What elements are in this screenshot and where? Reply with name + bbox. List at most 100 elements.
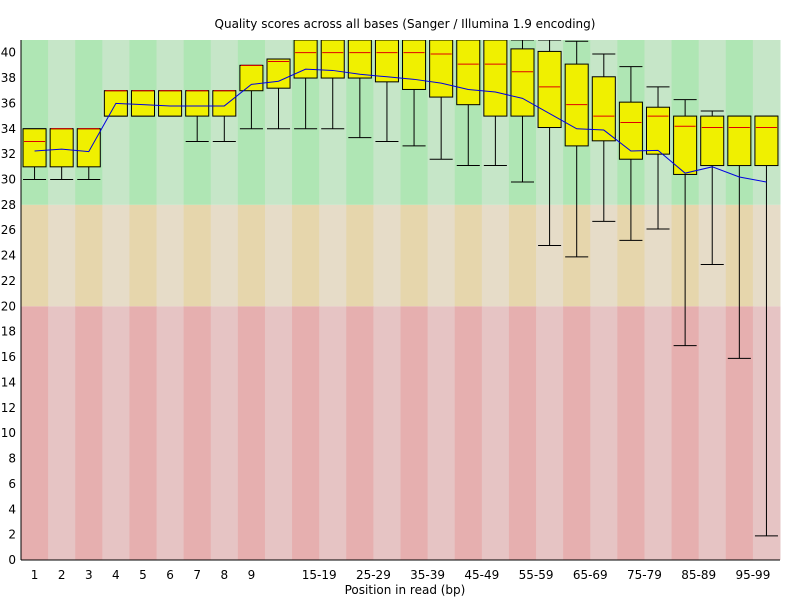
- box-marks: [22, 39, 779, 537]
- x-tick-label: 6: [166, 568, 174, 582]
- zone-band: [129, 204, 158, 307]
- zone-band: [21, 306, 49, 560]
- iqr-box: [673, 115, 698, 175]
- iqr-box: [402, 39, 427, 90]
- iqr-box: [483, 39, 508, 117]
- zone-band: [536, 306, 564, 560]
- zone-band: [48, 40, 76, 205]
- zone-band: [481, 306, 510, 560]
- y-tick-label: 24: [1, 249, 16, 263]
- x-tick-label: 15-19: [302, 568, 337, 582]
- zone-band: [292, 306, 320, 560]
- x-tick-label: 8: [220, 568, 228, 582]
- y-tick-label: 38: [1, 71, 16, 85]
- x-tick-label: 5: [139, 568, 147, 582]
- iqr-box: [212, 90, 237, 117]
- zone-band: [617, 306, 645, 560]
- y-tick-label: 6: [8, 477, 16, 491]
- iqr-box: [700, 115, 725, 167]
- zone-band: [102, 40, 130, 205]
- iqr-box: [239, 64, 264, 92]
- zone-band: [400, 204, 429, 307]
- iqr-box: [185, 90, 210, 117]
- iqr-box: [456, 39, 481, 106]
- y-tick-label: 36: [1, 96, 16, 110]
- y-tick-label: 2: [8, 528, 16, 542]
- zone-band: [75, 40, 103, 205]
- zone-band: [454, 204, 483, 307]
- zone-band: [373, 204, 401, 307]
- y-tick-label: 20: [1, 299, 16, 313]
- y-tick-label: 34: [1, 122, 16, 136]
- zone-band: [481, 204, 510, 307]
- zone-band: [183, 306, 212, 560]
- y-tick-label: 4: [8, 502, 16, 516]
- zone-band: [75, 306, 103, 560]
- y-tick-label: 14: [1, 375, 16, 389]
- zone-band: [644, 306, 673, 560]
- iqr-box: [158, 90, 183, 117]
- zone-band: [210, 204, 239, 307]
- x-tick-label: 45-49: [464, 568, 499, 582]
- iqr-box: [130, 90, 156, 117]
- iqr-box: [266, 58, 291, 89]
- x-tick-label: 9: [248, 568, 256, 582]
- x-tick-label: 2: [58, 568, 66, 582]
- y-tick-label: 0: [8, 553, 16, 567]
- x-tick-label: 25-29: [356, 568, 391, 582]
- iqr-box: [49, 128, 74, 168]
- x-tick-label: 3: [85, 568, 93, 582]
- x-tick-label: 95-99: [735, 568, 770, 582]
- zone-band: [373, 306, 401, 560]
- zone-band: [183, 204, 212, 307]
- iqr-box: [754, 115, 779, 167]
- y-tick-label: 26: [1, 223, 16, 237]
- mean-line: [34, 68, 767, 183]
- y-tick-label: 10: [1, 426, 16, 440]
- iqr-box: [591, 76, 616, 142]
- zone-band: [346, 204, 374, 307]
- iqr-box: [76, 128, 101, 168]
- zone-band: [346, 306, 374, 560]
- zone-band: [400, 306, 429, 560]
- iqr-box: [645, 106, 671, 155]
- zone-band: [156, 204, 185, 307]
- zone-band: [75, 204, 103, 307]
- zone-band: [102, 306, 130, 560]
- x-tick-label: 1: [31, 568, 39, 582]
- zone-band: [427, 204, 456, 307]
- chart-title: Quality scores across all bases (Sanger …: [215, 17, 596, 31]
- x-tick-label: 65-69: [573, 568, 608, 582]
- x-axis-label: Position in read (bp): [345, 583, 466, 597]
- zone-band: [237, 306, 266, 560]
- zone-band: [508, 306, 537, 560]
- y-tick-label: 8: [8, 452, 16, 466]
- y-tick-label: 12: [1, 401, 16, 415]
- y-tick-label: 16: [1, 350, 16, 364]
- iqr-box: [537, 50, 562, 129]
- zone-band: [210, 306, 239, 560]
- y-tick-label: 18: [1, 325, 16, 339]
- zone-band: [102, 204, 130, 307]
- x-tick-label: 85-89: [681, 568, 716, 582]
- iqr-box: [510, 48, 535, 117]
- zone-band: [21, 40, 49, 205]
- zone-band: [237, 204, 266, 307]
- y-tick-label: 40: [1, 46, 16, 60]
- iqr-box: [618, 101, 643, 160]
- iqr-box: [429, 39, 454, 98]
- zone-band: [698, 306, 727, 560]
- zone-band: [508, 204, 537, 307]
- x-tick-label: 75-79: [627, 568, 662, 582]
- iqr-box: [22, 128, 47, 168]
- zone-band: [264, 306, 293, 560]
- y-tick-label: 30: [1, 173, 16, 187]
- iqr-box: [727, 115, 752, 167]
- x-tick-label: 35-39: [410, 568, 445, 582]
- zone-band: [319, 204, 347, 307]
- zone-band: [21, 204, 49, 307]
- top-mask: [21, 0, 780, 40]
- x-tick-label: 55-59: [519, 568, 554, 582]
- zone-band: [454, 306, 483, 560]
